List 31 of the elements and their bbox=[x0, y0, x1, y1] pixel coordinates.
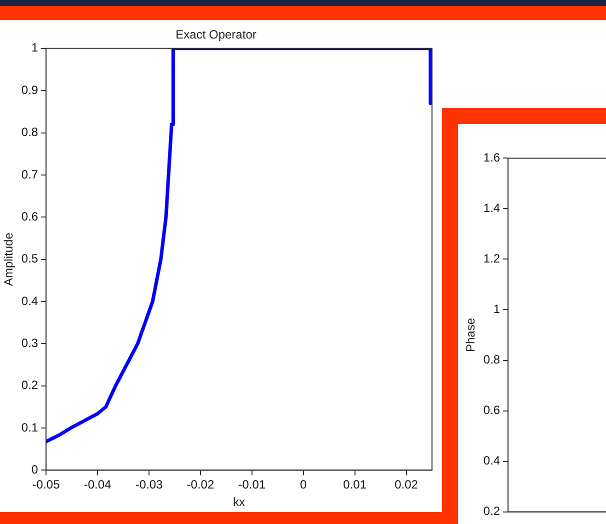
y-tick-label: 0.4 bbox=[483, 454, 500, 468]
y-tick-label: 0.7 bbox=[21, 167, 38, 182]
y-tick-label: 0.8 bbox=[483, 352, 500, 367]
x-tick-label: -0.05 bbox=[32, 478, 60, 492]
x-tick-label: 0 bbox=[300, 478, 308, 492]
y-axis-title: Amplitude bbox=[2, 232, 16, 286]
x-tick-label: -0.03 bbox=[135, 478, 163, 492]
x-tick-label: 0.02 bbox=[394, 478, 418, 492]
y-tick-label: 0.6 bbox=[483, 403, 500, 418]
chart-title: Exact Operator bbox=[176, 28, 256, 42]
y-tick-label: 1 bbox=[493, 302, 500, 316]
y-tick-label: 1.6 bbox=[483, 150, 500, 165]
x-tick-label: -0.01 bbox=[238, 478, 266, 492]
x-axis-title: kx bbox=[233, 495, 246, 510]
y-tick-label: 1 bbox=[31, 40, 38, 55]
y-tick-label: 0.2 bbox=[483, 504, 500, 518]
y-tick-label: 0.1 bbox=[21, 420, 38, 434]
y-axis-title: Phase bbox=[464, 318, 478, 352]
y-tick-label: 0 bbox=[31, 462, 38, 477]
y-tick-label: 0.9 bbox=[21, 82, 38, 97]
y-tick-label: 0.6 bbox=[21, 209, 38, 224]
x-tick-label: -0.02 bbox=[186, 478, 214, 492]
y-tick-label: 0.2 bbox=[21, 378, 38, 392]
y-tick-label: 1.2 bbox=[483, 252, 500, 266]
x-tick-label: 0.01 bbox=[343, 478, 367, 492]
y-tick-label: 0.4 bbox=[21, 294, 38, 308]
x-tick-label: -0.04 bbox=[84, 478, 112, 492]
y-tick-label: 0.8 bbox=[21, 125, 38, 140]
y-tick-label: 0.5 bbox=[21, 252, 38, 266]
y-tick-label: 1.4 bbox=[483, 201, 500, 216]
y-tick-label: 0.3 bbox=[21, 336, 38, 350]
